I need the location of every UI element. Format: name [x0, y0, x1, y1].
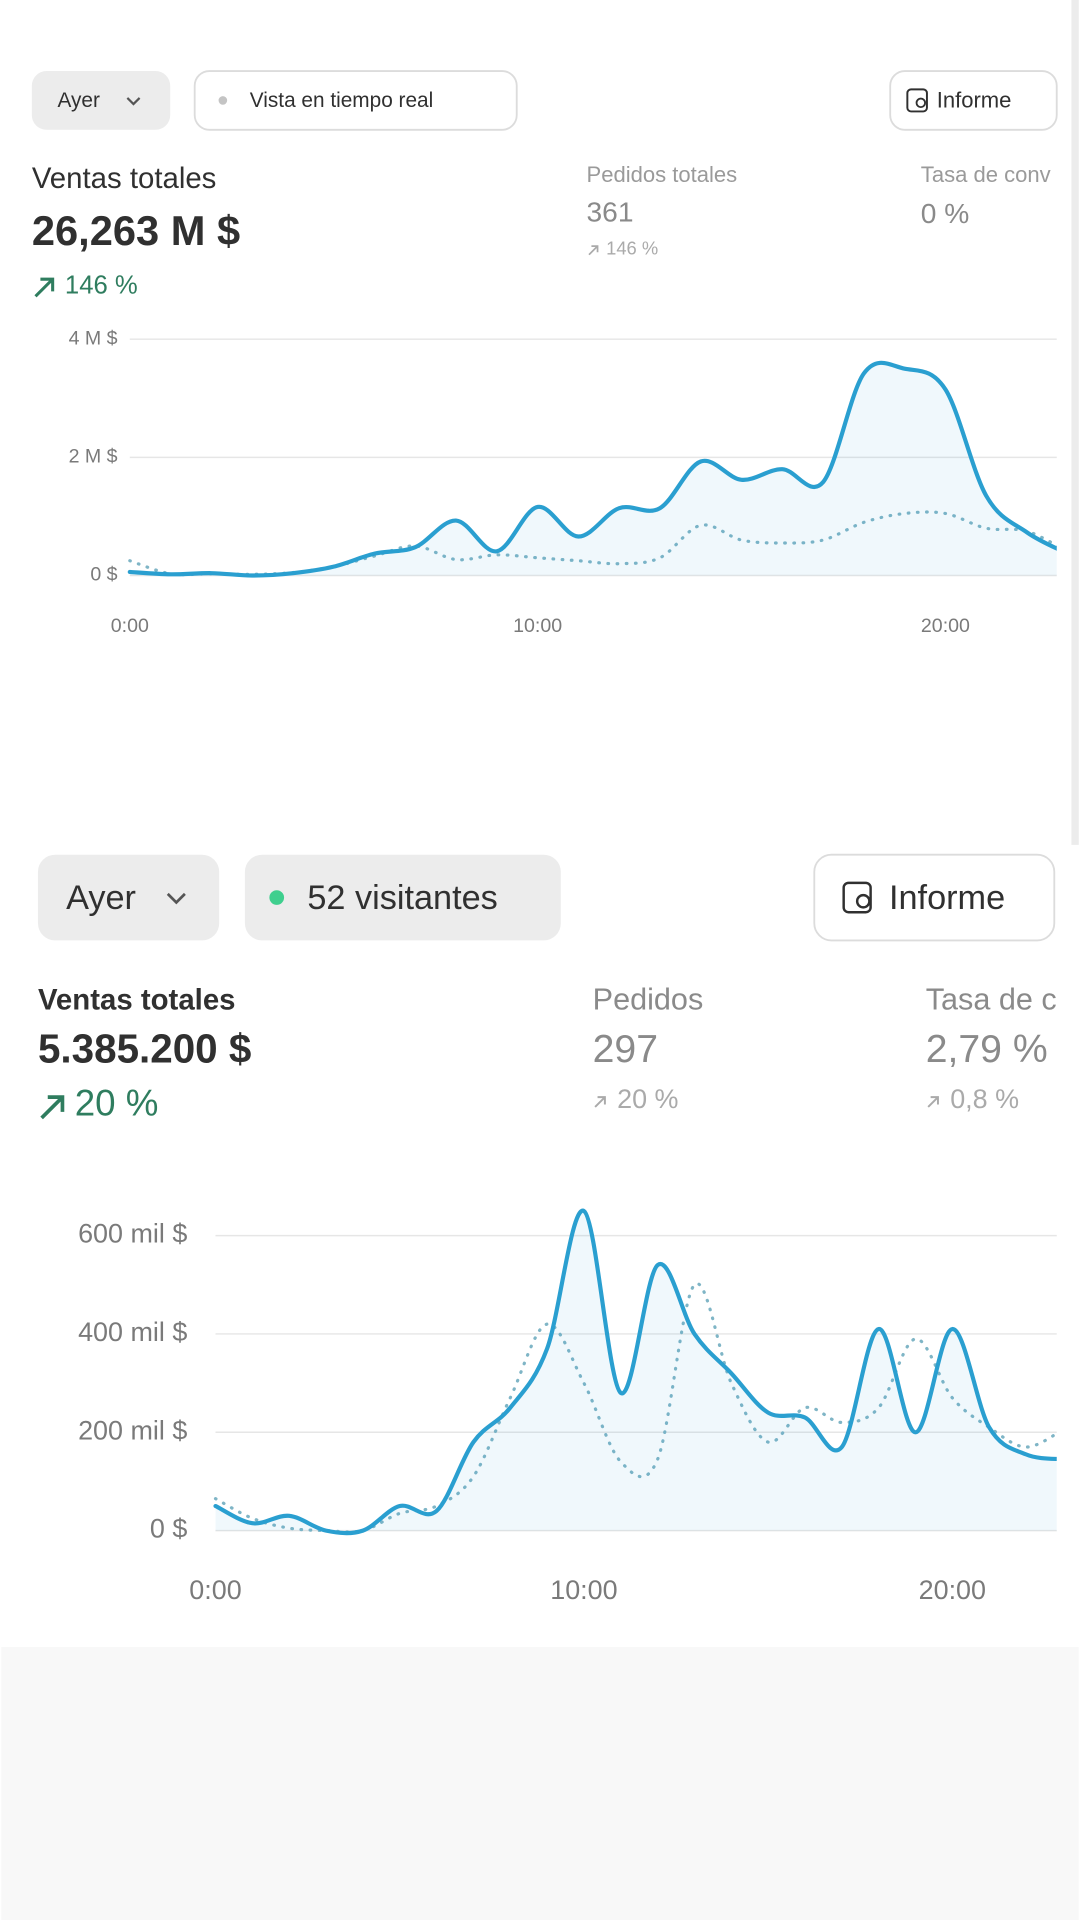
chart: 0 $ 2 M $ 4 M $ 0:00 10:00 20:00 — [69, 327, 1057, 637]
background — [1, 0, 1079, 1647]
y-tick-label: 200 mil $ — [78, 1415, 187, 1445]
button-label: Ayer — [58, 89, 100, 112]
x-tick-label: 10:00 — [550, 1575, 617, 1605]
metric-change: 146 % — [65, 271, 138, 299]
trend-icon — [34, 277, 55, 298]
metric-value: 0 % — [921, 198, 970, 229]
footer-area — [1, 1646, 1079, 1920]
metric-value: 2,79 % — [926, 1028, 1048, 1071]
button-label: Informe — [937, 87, 1012, 112]
report-button[interactable]: Informe — [813, 853, 1056, 942]
area — [129, 362, 1057, 576]
y-tick-label: 4 M $ — [69, 327, 118, 349]
trend-icon — [594, 1096, 606, 1108]
metric-value: 361 — [587, 197, 634, 228]
report-button[interactable]: Informe — [889, 70, 1058, 131]
button-label: Vista en tiempo real — [250, 89, 433, 112]
x-tick-label: 0:00 — [189, 1575, 241, 1605]
metric-change: 20 % — [617, 1084, 678, 1114]
button-label: Informe — [889, 879, 1005, 917]
area — [215, 1210, 1057, 1534]
line — [213, 1208, 1057, 1536]
trend-icon — [927, 1096, 939, 1108]
line — [127, 360, 1057, 578]
live-button[interactable]: Vista en tiempo real — [193, 70, 518, 131]
metric-label: Tasa de c — [926, 983, 1057, 1017]
edge — [1071, 0, 1079, 845]
metric-value: 5.385.200 $ — [38, 1026, 251, 1072]
metric-change: 20 % — [75, 1082, 159, 1123]
chart: 0 $ 200 mil $ 400 mil $ 600 mil $ 0:00 10:00 2… — [78, 1208, 1057, 1605]
y-tick-label: 2 M $ — [69, 446, 118, 468]
x-tick-label: 20:00 — [919, 1575, 986, 1605]
button-label: Ayer — [66, 879, 136, 917]
x-tick-label: 10:00 — [513, 615, 562, 637]
y-tick-label: 400 mil $ — [78, 1317, 187, 1347]
metric-change: 0,8 % — [950, 1084, 1019, 1114]
metric-label: Tasa de conv — [921, 162, 1051, 187]
trend-icon — [588, 245, 599, 256]
metric-value: 26,263 M $ — [32, 207, 240, 254]
metric-change: 146 % — [606, 238, 658, 259]
trend-icon — [40, 1095, 65, 1120]
period-button[interactable]: Ayer — [37, 854, 220, 941]
y-tick-label: 0 $ — [90, 564, 117, 586]
y-tick-label: 600 mil $ — [78, 1219, 187, 1249]
button-label: 52 visitantes — [307, 879, 497, 917]
live-button[interactable]: 52 visitantes — [244, 854, 561, 941]
x-tick-label: 0:00 — [111, 615, 149, 637]
x-tick-label: 20:00 — [921, 615, 970, 637]
metric-label: Pedidos totales — [587, 162, 738, 187]
metric-value: 297 — [593, 1028, 658, 1071]
y-tick-label: 0 $ — [150, 1514, 187, 1544]
metric-label: Ventas totales — [32, 162, 217, 195]
line — [213, 1281, 1057, 1534]
period-button[interactable]: Ayer — [31, 71, 171, 130]
metric-label: Ventas totales — [38, 983, 236, 1016]
line — [128, 510, 1057, 577]
metric-label: Pedidos — [593, 983, 704, 1017]
